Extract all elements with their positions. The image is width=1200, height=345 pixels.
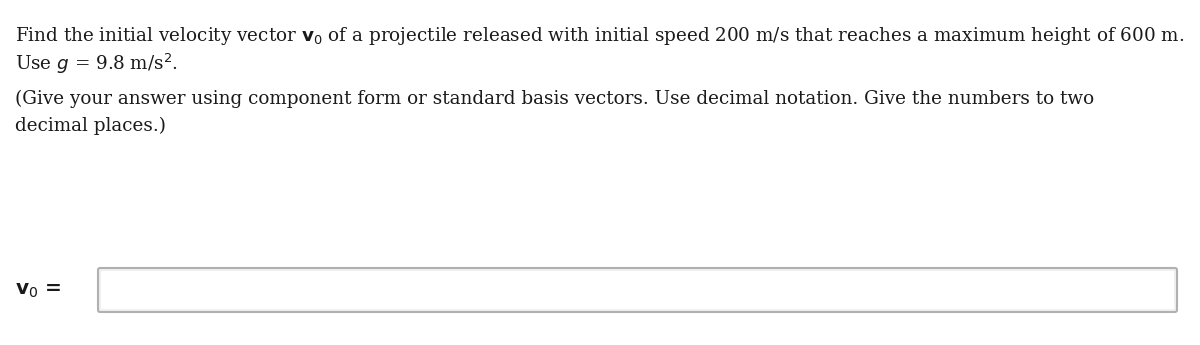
Text: Find the initial velocity vector $\mathbf{v}_0$ of a projectile released with in: Find the initial velocity vector $\mathb… [14, 25, 1184, 47]
Text: $\mathbf{v}_0$ =: $\mathbf{v}_0$ = [14, 280, 61, 300]
FancyBboxPatch shape [98, 268, 1177, 312]
Text: (Give your answer using component form or standard basis vectors. Use decimal no: (Give your answer using component form o… [14, 90, 1094, 108]
Text: Use $g$ = 9.8 m/s$^2$.: Use $g$ = 9.8 m/s$^2$. [14, 52, 178, 76]
Text: decimal places.): decimal places.) [14, 117, 166, 135]
FancyBboxPatch shape [101, 271, 1174, 309]
